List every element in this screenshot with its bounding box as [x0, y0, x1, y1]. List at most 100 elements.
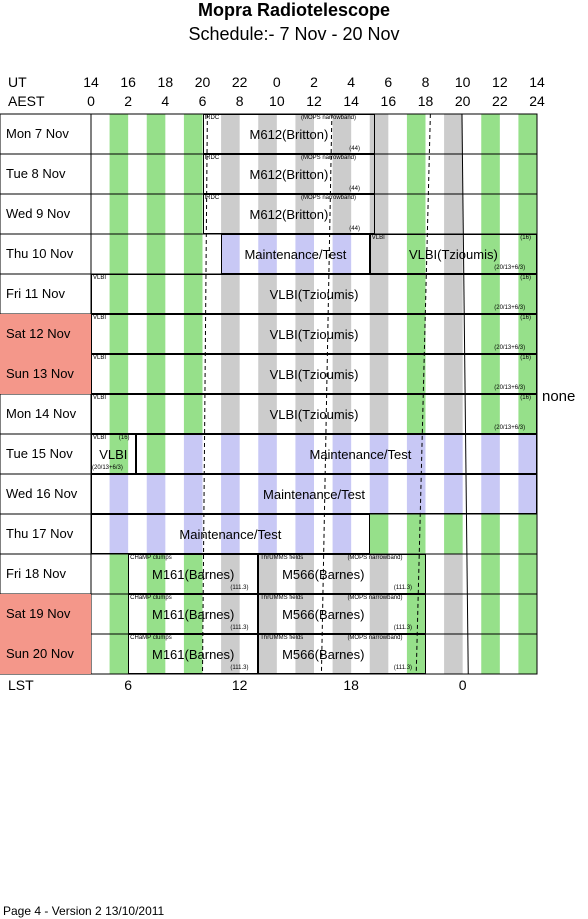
time-stripe: [369, 234, 389, 274]
ut-tick-label: 18: [157, 74, 174, 90]
project-tag-code: (20/13+6/3): [494, 265, 526, 271]
project-label-maintenance: Maintenance/Test: [179, 527, 282, 542]
time-stripe: [109, 554, 129, 594]
aest-tick-label: 12: [306, 93, 322, 109]
time-stripe: [481, 194, 500, 234]
project-tag-16: (16): [520, 315, 531, 321]
project-block-m161: [128, 634, 259, 674]
time-stripe: [518, 594, 537, 634]
ut-tick-label: 22: [231, 74, 248, 90]
time-stripe: [183, 194, 203, 234]
time-stripe: [295, 594, 314, 634]
project-label-maintenance: Maintenance/Test: [263, 487, 365, 502]
day-label: Tue 8 Nov: [6, 166, 66, 181]
lst-tick-label: 12: [231, 677, 248, 693]
time-stripe: [406, 434, 426, 474]
project-block-m612: [202, 194, 376, 234]
time-stripe: [518, 514, 537, 554]
time-stripe: [406, 594, 426, 634]
time-stripe: [295, 474, 314, 514]
time-stripe: [146, 514, 166, 554]
ut-tick-label: 0: [272, 74, 281, 90]
project-tag-champ: CHaMP clumps: [130, 595, 172, 601]
time-stripe: [295, 194, 314, 234]
time-stripe: [183, 154, 203, 194]
ut-tick-label: 20: [194, 74, 211, 90]
time-stripe: [258, 234, 277, 274]
time-stripe: [332, 394, 352, 434]
time-stripe: [332, 154, 352, 194]
time-stripe: [332, 594, 352, 634]
time-stripe: [258, 114, 277, 154]
time-stripe: [146, 434, 166, 474]
project-block-m612: [202, 154, 376, 194]
time-stripe: [146, 314, 166, 354]
time-stripe: [295, 554, 314, 594]
time-stripe: [221, 394, 240, 434]
time-stripe: [481, 274, 500, 314]
time-stripe: [369, 274, 389, 314]
project-label-vlbi: VLBI(Tzioumis): [269, 407, 359, 422]
project-tag-1113: (111.3): [230, 665, 249, 671]
project-label-m161: M161(Barnes): [152, 567, 235, 582]
aest-tick-label: 22: [492, 93, 508, 109]
ut-tick-label: 10: [454, 74, 471, 90]
project-block-vlbi: [91, 274, 537, 314]
project-label-m161: M161(Barnes): [152, 647, 235, 662]
project-label-vlbi: VLBI(Tzioumis): [269, 287, 359, 302]
project-block-m566: [258, 594, 426, 634]
time-stripe: [406, 194, 426, 234]
time-stripe: [332, 234, 352, 274]
time-stripe: [481, 354, 500, 394]
time-stripe: [146, 194, 166, 234]
time-stripe: [518, 314, 537, 354]
day-label: Fri 11 Nov: [6, 286, 65, 301]
project-block-vlbi: [91, 314, 537, 354]
project-tag-1113: (111.3): [393, 625, 413, 631]
day-label: Wed 16 Nov: [6, 486, 78, 501]
time-stripe: [258, 154, 277, 194]
time-stripe: [369, 394, 389, 434]
project-tag-mops: (MOPS narrowband): [347, 555, 403, 561]
project-label-m612: M612(Britton): [249, 127, 329, 142]
aest-tick-label: 8: [235, 93, 244, 109]
time-stripe: [295, 154, 314, 194]
lst-tick-label: 18: [343, 677, 359, 693]
day-label: Sat 12 Nov: [0, 314, 91, 354]
project-tag-code: (20/13+6/3): [494, 385, 526, 391]
project-tag-vlbi: VLBI: [93, 275, 107, 281]
time-stripe: [518, 394, 537, 434]
aest-tick-label: 0: [87, 93, 95, 109]
time-stripe: [518, 434, 537, 474]
time-stripe: [481, 114, 500, 154]
time-stripe: [258, 354, 277, 394]
time-stripe: [109, 114, 129, 154]
time-stripe: [183, 474, 203, 514]
day-label: Sun 13 Nov: [0, 354, 91, 394]
time-stripe: [481, 154, 500, 194]
time-stripe: [518, 274, 537, 314]
time-stripe: [221, 274, 240, 314]
time-stripe: [109, 594, 129, 634]
time-stripe: [295, 274, 314, 314]
time-stripe: [332, 474, 352, 514]
project-block-vlbi: [91, 394, 537, 434]
time-stripe: [444, 474, 463, 514]
time-stripe: [221, 634, 240, 674]
side-note: none: [542, 388, 576, 405]
project-tag-16: (16): [520, 395, 531, 401]
time-stripe: [518, 234, 537, 274]
time-stripe: [444, 434, 463, 474]
time-stripe: [369, 554, 389, 594]
day-label: Thu 10 Nov: [6, 246, 74, 261]
page-subtitle: Schedule:- 7 Nov - 20 Nov: [188, 24, 400, 44]
time-stripe: [221, 554, 240, 594]
time-stripe: [183, 274, 203, 314]
aest-tick-label: 16: [380, 93, 397, 109]
project-tag-code: (20/13+6/3): [92, 465, 123, 471]
time-stripe: [258, 554, 277, 594]
time-stripe: [481, 234, 500, 274]
time-stripe: [146, 114, 166, 154]
time-stripe: [109, 474, 129, 514]
